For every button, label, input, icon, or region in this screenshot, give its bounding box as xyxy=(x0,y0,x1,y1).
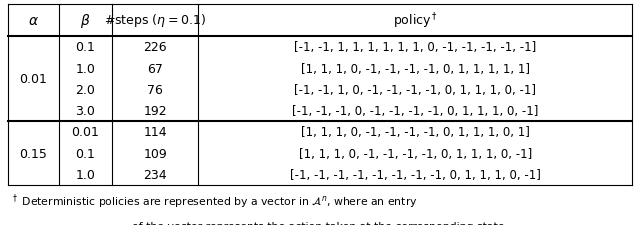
Text: 2.0: 2.0 xyxy=(76,83,95,97)
Text: #steps ($\eta = 0.1$): #steps ($\eta = 0.1$) xyxy=(104,12,206,29)
Text: 0.01: 0.01 xyxy=(19,73,47,86)
Text: 226: 226 xyxy=(143,41,167,54)
Text: 0.01: 0.01 xyxy=(72,126,99,139)
Text: 1.0: 1.0 xyxy=(76,62,95,75)
Text: [1, 1, 1, 0, -1, -1, -1, -1, 0, 1, 1, 1, 0, 1]: [1, 1, 1, 0, -1, -1, -1, -1, 0, 1, 1, 1,… xyxy=(301,126,530,139)
Text: of the vector represents the action taken at the corresponding state.: of the vector represents the action take… xyxy=(132,221,508,225)
Text: 3.0: 3.0 xyxy=(76,105,95,118)
Text: policy$^\dagger$: policy$^\dagger$ xyxy=(393,11,438,31)
Text: 0.1: 0.1 xyxy=(76,147,95,160)
Text: 192: 192 xyxy=(143,105,167,118)
Text: 67: 67 xyxy=(147,62,163,75)
Text: 0.1: 0.1 xyxy=(76,41,95,54)
Text: 109: 109 xyxy=(143,147,167,160)
Text: [1, 1, 1, 0, -1, -1, -1, -1, 0, 1, 1, 1, 0, -1]: [1, 1, 1, 0, -1, -1, -1, -1, 0, 1, 1, 1,… xyxy=(299,147,532,160)
Text: 76: 76 xyxy=(147,83,163,97)
Text: $^\dagger$ Deterministic policies are represented by a vector in $\mathcal{A}^n$: $^\dagger$ Deterministic policies are re… xyxy=(11,192,417,210)
Text: $\alpha$: $\alpha$ xyxy=(28,14,39,28)
Text: 0.15: 0.15 xyxy=(19,147,47,160)
Text: [-1, -1, 1, 1, 1, 1, 1, 1, 0, -1, -1, -1, -1, -1]: [-1, -1, 1, 1, 1, 1, 1, 1, 0, -1, -1, -1… xyxy=(294,41,536,54)
Text: 114: 114 xyxy=(143,126,167,139)
Text: [1, 1, 1, 0, -1, -1, -1, -1, 0, 1, 1, 1, 1, 1]: [1, 1, 1, 0, -1, -1, -1, -1, 0, 1, 1, 1,… xyxy=(301,62,530,75)
Text: $\beta$: $\beta$ xyxy=(80,12,91,30)
Text: 1.0: 1.0 xyxy=(76,168,95,181)
Text: [-1, -1, -1, 0, -1, -1, -1, -1, 0, 1, 1, 1, 0, -1]: [-1, -1, -1, 0, -1, -1, -1, -1, 0, 1, 1,… xyxy=(292,105,538,118)
Text: [-1, -1, 1, 0, -1, -1, -1, -1, 0, 1, 1, 1, 0, -1]: [-1, -1, 1, 0, -1, -1, -1, -1, 0, 1, 1, … xyxy=(294,83,536,97)
Text: [-1, -1, -1, -1, -1, -1, -1, -1, 0, 1, 1, 1, 0, -1]: [-1, -1, -1, -1, -1, -1, -1, -1, 0, 1, 1… xyxy=(290,168,541,181)
Text: 234: 234 xyxy=(143,168,167,181)
